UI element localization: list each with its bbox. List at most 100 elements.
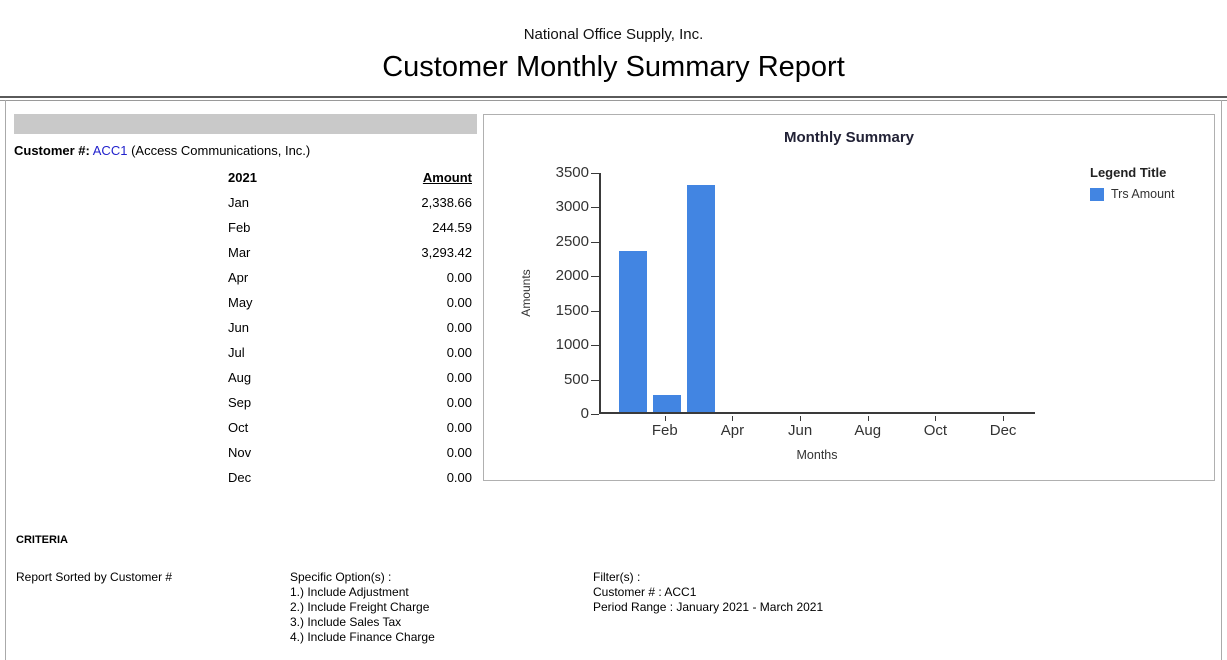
table-row: Nov 0.00 bbox=[228, 440, 472, 465]
legend-item: Trs Amount bbox=[1090, 187, 1220, 201]
amount-cell: 0.00 bbox=[446, 395, 472, 410]
y-tick-label: 3000 bbox=[555, 198, 589, 216]
y-tick-mark bbox=[591, 379, 599, 381]
x-axis-label: Months bbox=[796, 448, 838, 462]
y-axis-label: Amounts bbox=[519, 269, 533, 317]
table-row: Sep 0.00 bbox=[228, 390, 472, 415]
bar-mar bbox=[686, 185, 715, 412]
amount-cell: 2,338.66 bbox=[421, 195, 472, 210]
filters: Filter(s) : Customer # : ACC1 Period Rang… bbox=[593, 570, 823, 645]
x-axis-tick-marks bbox=[599, 416, 1035, 422]
x-tick-label: Oct bbox=[923, 422, 948, 439]
amount-cell: 0.00 bbox=[446, 270, 472, 285]
customer-name: (Access Communications, Inc.) bbox=[131, 143, 311, 158]
x-tick-label: Feb bbox=[651, 422, 678, 439]
y-tick-mark bbox=[591, 310, 599, 312]
monthly-amount-table: 2021 Amount Jan 2,338.66 Feb 244.59 Mar 3,293… bbox=[228, 165, 472, 490]
header-divider bbox=[0, 96, 1227, 101]
month-cell: Jun bbox=[228, 320, 249, 335]
y-tick-label: 1500 bbox=[555, 301, 589, 319]
month-cell: Feb bbox=[228, 220, 251, 235]
y-tick-label: 500 bbox=[563, 370, 589, 388]
month-cell: Jan bbox=[228, 195, 249, 210]
customer-line: Customer #: ACC1 (Access Communications,… bbox=[14, 143, 477, 158]
table-row: Apr 0.00 bbox=[228, 265, 472, 290]
bar-jan bbox=[618, 251, 647, 412]
customer-code-link[interactable]: ACC1 bbox=[92, 143, 128, 158]
x-tick-mark bbox=[1003, 416, 1005, 421]
table-row: Feb 244.59 bbox=[228, 215, 472, 240]
table-row: Jun 0.00 bbox=[228, 315, 472, 340]
month-cell: Apr bbox=[228, 270, 249, 285]
y-tick-label: 0 bbox=[580, 405, 589, 422]
summary-table-section: Customer #: ACC1 (Access Communications,… bbox=[14, 114, 477, 490]
y-axis-ticks: 0 500 1000 1500 2000 2500 3000 3500 bbox=[539, 164, 589, 422]
bar-feb bbox=[652, 395, 681, 412]
month-cell: Oct bbox=[228, 420, 249, 435]
amount-header: Amount bbox=[422, 170, 472, 185]
filters-label: Filter(s) : bbox=[593, 570, 641, 584]
table-row: Aug 0.00 bbox=[228, 365, 472, 390]
y-tick-mark bbox=[591, 276, 599, 278]
amount-cell: 0.00 bbox=[446, 370, 472, 385]
amount-cell: 0.00 bbox=[446, 345, 472, 360]
chart-title: Monthly Summary bbox=[783, 129, 915, 146]
y-tick-mark bbox=[591, 241, 599, 243]
y-tick-mark bbox=[591, 173, 599, 174]
amount-cell: 0.00 bbox=[446, 470, 472, 485]
amount-cell: 0.00 bbox=[446, 320, 472, 335]
chart-legend: Legend Title Trs Amount bbox=[1090, 165, 1220, 201]
x-tick-mark bbox=[935, 416, 937, 421]
amount-cell: 244.59 bbox=[432, 220, 472, 235]
legend-swatch bbox=[1090, 187, 1104, 201]
option-item: 4.) Include Finance Charge bbox=[290, 630, 435, 644]
option-item: 2.) Include Freight Charge bbox=[290, 600, 430, 614]
options-label: Specific Option(s) : bbox=[290, 570, 392, 584]
month-cell: Sep bbox=[228, 395, 252, 410]
company-name: National Office Supply, Inc. bbox=[523, 26, 704, 43]
amount-cell: 3,293.42 bbox=[421, 245, 472, 260]
x-tick-label: Aug bbox=[854, 422, 882, 439]
table-row: Jul 0.00 bbox=[228, 340, 472, 365]
y-tick-label: 2000 bbox=[555, 267, 589, 285]
y-tick-label: 3500 bbox=[555, 164, 589, 181]
sort-criteria: Report Sorted by Customer # bbox=[16, 570, 173, 584]
y-tick-mark bbox=[591, 207, 599, 209]
amount-cell: 0.00 bbox=[446, 420, 472, 435]
options-list: 1.) Include Adjustment 2.) Include Freigh… bbox=[290, 585, 593, 645]
legend-series-label: Trs Amount bbox=[1111, 187, 1175, 201]
filters-list: Customer # : ACC1 Period Range : January … bbox=[593, 585, 823, 615]
chart-panel: Monthly Summary Legend Title Trs Amount … bbox=[483, 114, 1215, 481]
table-row: Mar 3,293.42 bbox=[228, 240, 472, 265]
page-border-right bbox=[1221, 100, 1222, 660]
table-row: May 0.00 bbox=[228, 290, 472, 315]
table-row: Dec 0.00 bbox=[228, 465, 472, 490]
amount-cell: 0.00 bbox=[446, 295, 472, 310]
month-cell: May bbox=[228, 295, 253, 310]
month-cell: Aug bbox=[228, 370, 252, 385]
amount-cell: 0.00 bbox=[446, 445, 472, 460]
table-header-row: 2021 Amount bbox=[228, 165, 472, 190]
x-axis-ticks: Feb Apr Jun Aug Oct Dec bbox=[599, 422, 1035, 442]
option-item: 3.) Include Sales Tax bbox=[290, 615, 402, 629]
month-cell: Mar bbox=[228, 245, 251, 260]
x-tick-label: Dec bbox=[989, 422, 1017, 439]
y-tick-label: 1000 bbox=[555, 336, 589, 354]
specific-options: Specific Option(s) : 1.) Include Adjustm… bbox=[290, 570, 593, 645]
y-tick-mark bbox=[591, 414, 599, 415]
x-tick-mark bbox=[800, 416, 802, 421]
x-tick-label: Jun bbox=[787, 422, 813, 439]
x-tick-mark bbox=[732, 416, 734, 421]
option-item: 1.) Include Adjustment bbox=[290, 585, 409, 599]
group-header-band bbox=[14, 114, 477, 134]
criteria-columns: Report Sorted by Customer # Specific Opt… bbox=[16, 570, 1227, 645]
filter-item: Period Range : January 2021 - March 2021 bbox=[593, 600, 824, 614]
y-axis-tick-marks bbox=[591, 173, 599, 415]
plot-area bbox=[599, 173, 1035, 414]
report-body: Customer #: ACC1 (Access Communications,… bbox=[0, 101, 1227, 490]
month-cell: Dec bbox=[228, 470, 252, 485]
y-tick-label: 2500 bbox=[555, 232, 589, 250]
table-row: Jan 2,338.66 bbox=[228, 190, 472, 215]
customer-label: Customer #: bbox=[14, 143, 90, 158]
monthly-table-body: Jan 2,338.66 Feb 244.59 Mar 3,293.42 Apr 0.00 Ma… bbox=[228, 190, 472, 490]
